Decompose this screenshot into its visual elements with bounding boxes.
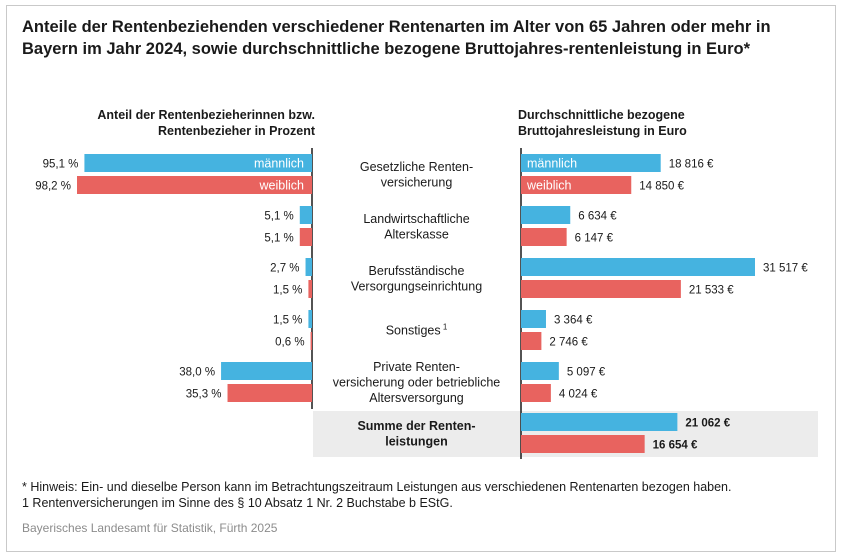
- benefit-label-male-1: 6 634 €: [578, 211, 617, 223]
- benefit-bar-female-2: [521, 280, 681, 298]
- category-label-1: Landwirtschaftliche Alterskasse: [363, 212, 469, 242]
- benefit-label-male-5: 21 062 €: [685, 418, 730, 430]
- benefit-label-male-3: 3 364 €: [554, 315, 593, 327]
- benefit-bar-female-1: [521, 228, 567, 246]
- category-label-2: Berufsständische Versorgungseinrichtung: [351, 264, 482, 294]
- legend-female-left: weiblich: [259, 179, 305, 193]
- share-bar-female-4: [227, 384, 312, 402]
- benefit-label-female-5: 16 654 €: [653, 440, 698, 452]
- category-label-3: Sonstiges 1: [386, 323, 448, 338]
- benefit-label-female-4: 4 024 €: [559, 389, 598, 401]
- share-bar-male-3: [308, 310, 312, 328]
- benefit-label-male-2: 31 517 €: [763, 263, 808, 275]
- footnote-1: 1 Rentenversicherungen im Sinne des § 10…: [22, 496, 453, 510]
- benefit-label-female-0: 14 850 €: [639, 181, 684, 193]
- right-column-header: Durchschnittliche bezogene Bruttojahresl…: [518, 108, 687, 138]
- share-bar-female-1: [299, 228, 312, 246]
- benefit-bar-female-0: [521, 176, 632, 194]
- chart-frame: [6, 5, 836, 552]
- share-label-female-4: 35,3 %: [186, 389, 222, 401]
- share-bar-male-4: [221, 362, 312, 380]
- benefit-bar-male-2: [521, 258, 755, 276]
- category-label-4: Private Renten-versicherung oder betrieb…: [333, 360, 501, 405]
- share-bar-male-2: [305, 258, 312, 276]
- left-column-header: Anteil der Rentenbezieherinnen bzw. Rent…: [97, 108, 315, 138]
- share-label-male-0: 95,1 %: [43, 159, 79, 171]
- benefit-label-female-2: 21 533 €: [689, 285, 734, 297]
- category-label-5: Summe der Renten-leistungen: [357, 419, 475, 449]
- share-label-male-3: 1,5 %: [273, 315, 302, 327]
- share-bar-male-1: [299, 206, 312, 224]
- share-label-female-3: 0,6 %: [275, 337, 304, 349]
- benefit-bar-male-5: [521, 413, 678, 431]
- benefit-bar-female-5: [521, 435, 645, 453]
- legend-female-right: weiblich: [526, 179, 572, 193]
- share-label-male-2: 2,7 %: [270, 263, 299, 275]
- share-bar-female-2: [308, 280, 312, 298]
- chart-title: Anteile der Rentenbeziehenden verschiede…: [22, 18, 771, 58]
- share-bar-female-3: [310, 332, 312, 350]
- share-label-male-4: 38,0 %: [179, 367, 215, 379]
- share-label-male-1: 5,1 %: [264, 211, 293, 223]
- share-label-female-0: 98,2 %: [35, 181, 71, 193]
- share-bar-male-0: [84, 154, 312, 172]
- category-label-0: Gesetzliche Renten-versicherung: [360, 160, 473, 190]
- benefit-label-female-3: 2 746 €: [549, 337, 588, 349]
- legend-male-left: männlich: [254, 157, 304, 171]
- share-label-female-1: 5,1 %: [264, 233, 293, 245]
- benefit-bar-male-3: [521, 310, 546, 328]
- benefit-bar-male-0: [521, 154, 661, 172]
- benefit-bar-female-4: [521, 384, 551, 402]
- benefit-bar-male-4: [521, 362, 559, 380]
- footnote-hinweis: * Hinweis: Ein- und dieselbe Person kann…: [22, 480, 732, 494]
- benefit-label-male-4: 5 097 €: [567, 367, 606, 379]
- benefit-label-female-1: 6 147 €: [575, 233, 614, 245]
- source-note: Bayerisches Landesamt für Statistik, Für…: [22, 521, 278, 535]
- benefit-bar-male-1: [521, 206, 571, 224]
- benefit-bar-female-3: [521, 332, 542, 350]
- share-bar-female-0: [77, 176, 312, 194]
- benefit-label-male-0: 18 816 €: [669, 159, 714, 171]
- share-label-female-2: 1,5 %: [273, 285, 302, 297]
- legend-male-right: männlich: [527, 157, 577, 171]
